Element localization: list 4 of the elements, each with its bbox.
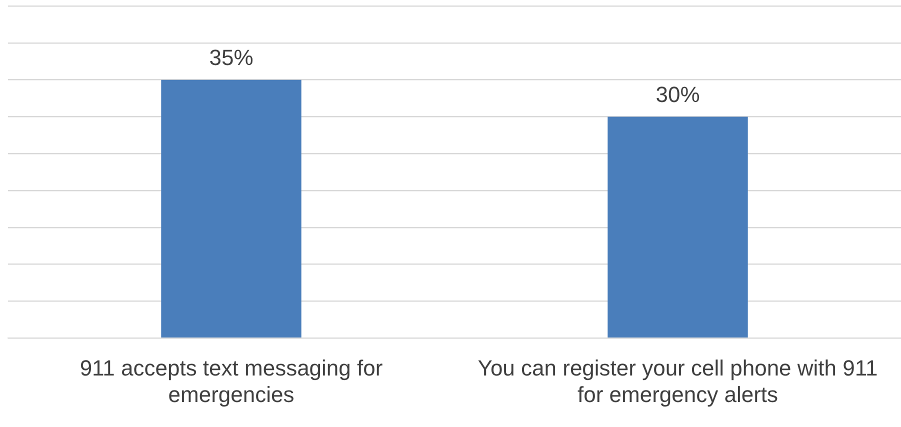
x-tick-label: You can register your cell phone with 911 for emergency alerts xyxy=(478,355,878,407)
data-label: 35% xyxy=(209,44,254,70)
data-label: 30% xyxy=(656,82,700,107)
x-tick-label: 911 accepts text messaging for emergencies xyxy=(80,355,383,407)
